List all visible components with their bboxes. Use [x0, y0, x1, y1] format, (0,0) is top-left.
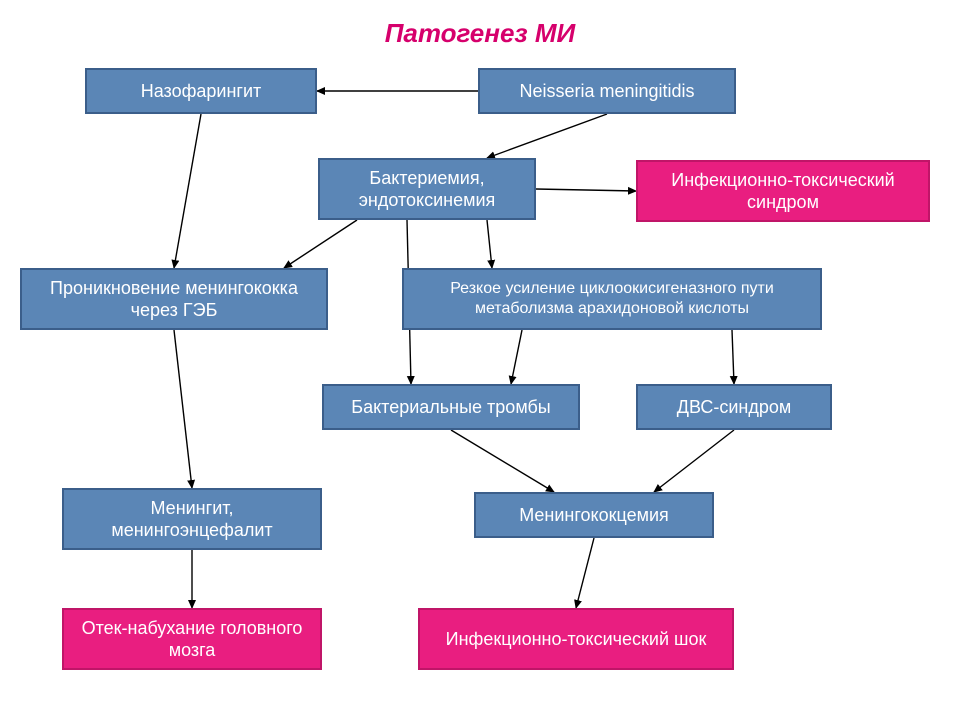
node-itsh: Инфекционно-токсический шок	[418, 608, 734, 670]
node-cox: Резкое усиление циклоокисигеназного пути…	[402, 268, 822, 330]
node-edema: Отек-набухание головного мозга	[62, 608, 322, 670]
flowchart-stage: Патогенез МИ Назофарингит Neisseria menin…	[0, 0, 960, 720]
node-thrombi: Бактериальные тромбы	[322, 384, 580, 430]
edge-bbb-meningitis	[174, 330, 192, 488]
node-bbb: Проникновение менингококка через ГЭБ	[20, 268, 328, 330]
node-meningitis: Менингит, менингоэнцефалит	[62, 488, 322, 550]
edge-bacteremia-cox	[487, 220, 492, 268]
node-bacteremia: Бактериемия, эндотоксинемия	[318, 158, 536, 220]
page-title: Патогенез МИ	[0, 18, 960, 49]
edge-naso-bbb	[174, 114, 201, 268]
node-neisseria: Neisseria meningitidis	[478, 68, 736, 114]
node-its: Инфекционно-токсический синдром	[636, 160, 930, 222]
edge-cox-thrombi	[511, 330, 522, 384]
edge-cox-dvs	[732, 330, 734, 384]
node-dvs: ДВС-синдром	[636, 384, 832, 430]
edge-neisseria-bacteremia	[487, 114, 607, 158]
edge-dvs-meningococ	[654, 430, 734, 492]
node-naso: Назофарингит	[85, 68, 317, 114]
edge-bacteremia-its	[536, 189, 636, 191]
edge-thrombi-meningococ	[451, 430, 554, 492]
edge-bacteremia-bbb	[284, 220, 357, 268]
edge-meningococ-itsh	[576, 538, 594, 608]
node-meningococ: Менингококцемия	[474, 492, 714, 538]
